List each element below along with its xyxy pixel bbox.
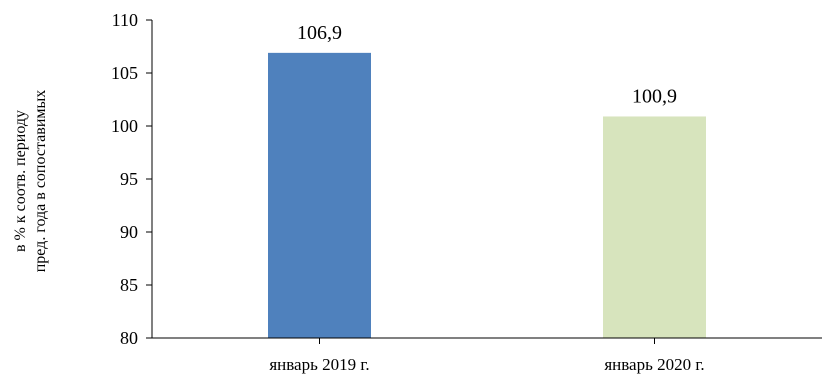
y-tick-label-100: 100 (111, 116, 138, 136)
bars-group (268, 52, 706, 339)
bar-2 (603, 116, 706, 339)
bar-1 (268, 52, 371, 339)
y-tick-label-105: 105 (111, 63, 138, 83)
x-axis: январь 2019 г. январь 2020 г. (152, 337, 822, 374)
data-labels-group: 106,9 100,9 (297, 22, 677, 108)
x-category-label-2: январь 2020 г. (604, 355, 704, 374)
y-tick-label-90: 90 (120, 222, 138, 242)
y-axis-title-line-1: в % к соотв. периоду (12, 110, 29, 252)
y-axis-title: в % к соотв. периоду пред. года в сопост… (12, 90, 49, 273)
data-label-1: 106,9 (297, 22, 342, 44)
y-tick-label-95: 95 (120, 169, 138, 189)
y-axis: 80 85 90 95 100 105 110 (111, 10, 153, 348)
y-axis-title-line-2: пред. года в сопоставимых (32, 90, 49, 273)
y-tick-label-85: 85 (120, 275, 138, 295)
x-category-label-1: январь 2019 г. (269, 355, 369, 374)
data-label-2: 100,9 (632, 85, 677, 107)
y-tick-label-80: 80 (120, 328, 138, 348)
y-tick-label-110: 110 (112, 10, 138, 30)
